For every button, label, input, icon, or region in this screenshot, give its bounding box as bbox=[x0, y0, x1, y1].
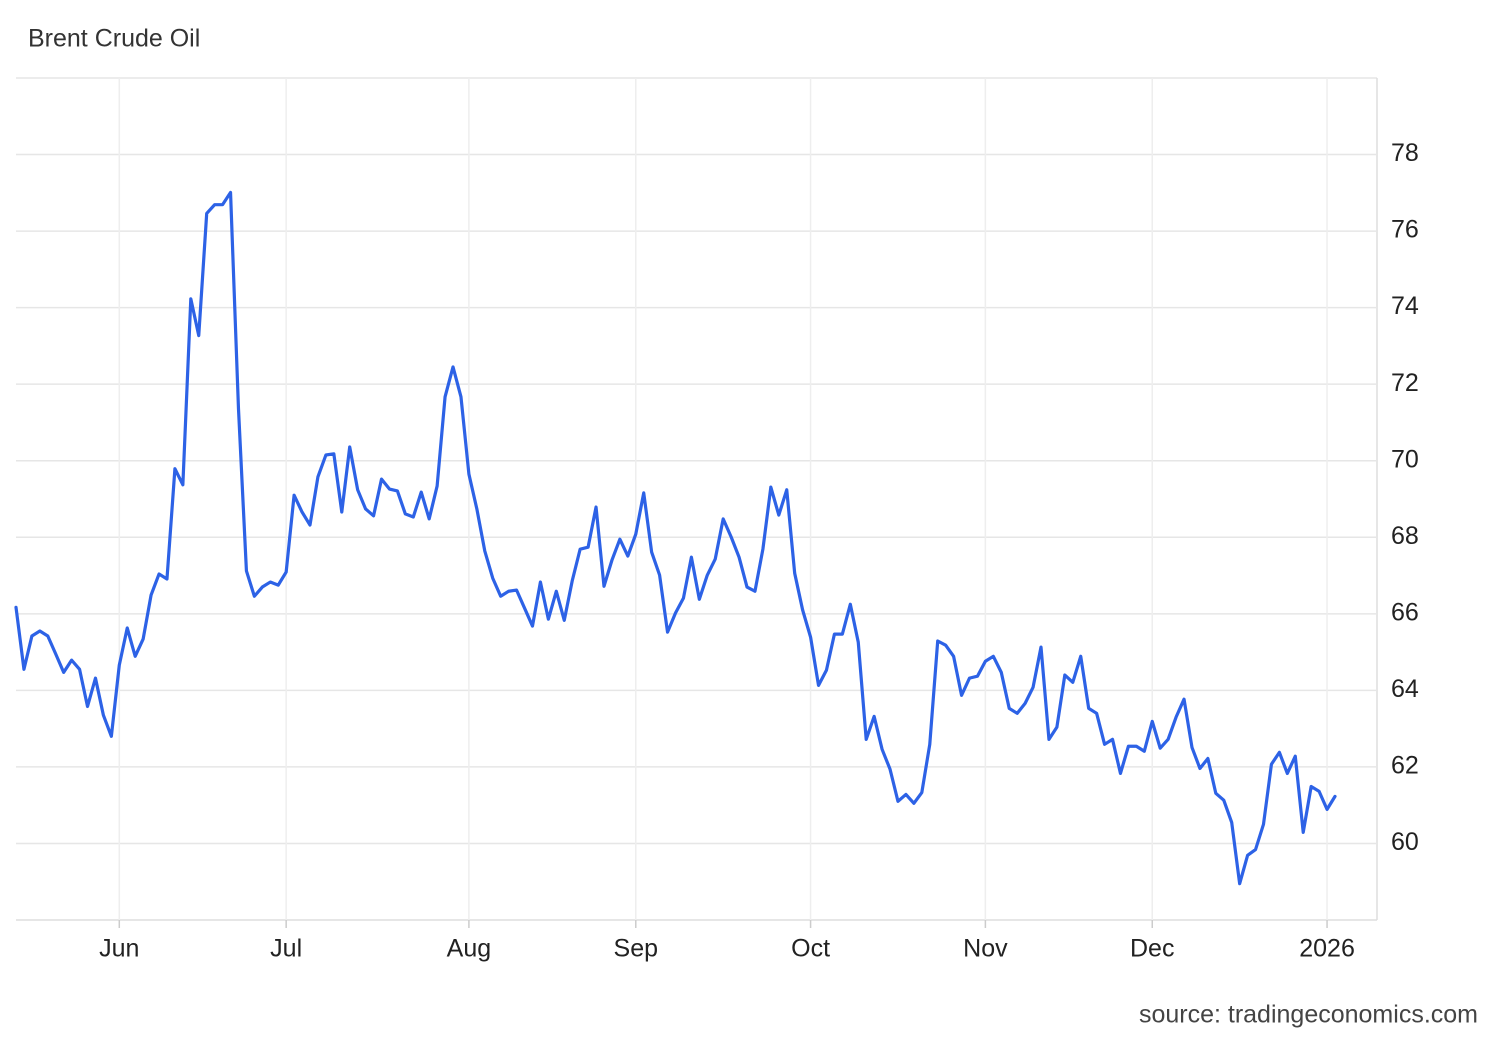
y-tick-label: 62 bbox=[1391, 752, 1419, 780]
x-tick-label: Nov bbox=[963, 935, 1008, 963]
x-tick-label: Jun bbox=[99, 935, 139, 963]
x-tick-label: Dec bbox=[1130, 935, 1174, 963]
chart-title: Brent Crude Oil bbox=[28, 25, 200, 53]
y-tick-label: 60 bbox=[1391, 828, 1419, 856]
source-note: source: tradingeconomics.com bbox=[1139, 1001, 1478, 1029]
y-tick-label: 68 bbox=[1391, 522, 1419, 550]
y-tick-label: 64 bbox=[1391, 675, 1419, 703]
x-tick-label: Jul bbox=[270, 935, 302, 963]
price-line bbox=[14, 190, 1337, 886]
x-tick-label: Aug bbox=[447, 935, 491, 963]
x-tick-label: Sep bbox=[614, 935, 658, 963]
y-tick-label: 70 bbox=[1391, 445, 1419, 473]
x-tick-label: Oct bbox=[791, 935, 830, 963]
x-tick-label: 2026 bbox=[1299, 935, 1355, 963]
y-tick-label: 72 bbox=[1391, 369, 1419, 397]
y-tick-label: 78 bbox=[1391, 139, 1419, 167]
y-tick-label: 74 bbox=[1391, 292, 1419, 320]
y-tick-label: 66 bbox=[1391, 598, 1419, 626]
y-tick-label: 76 bbox=[1391, 216, 1419, 244]
